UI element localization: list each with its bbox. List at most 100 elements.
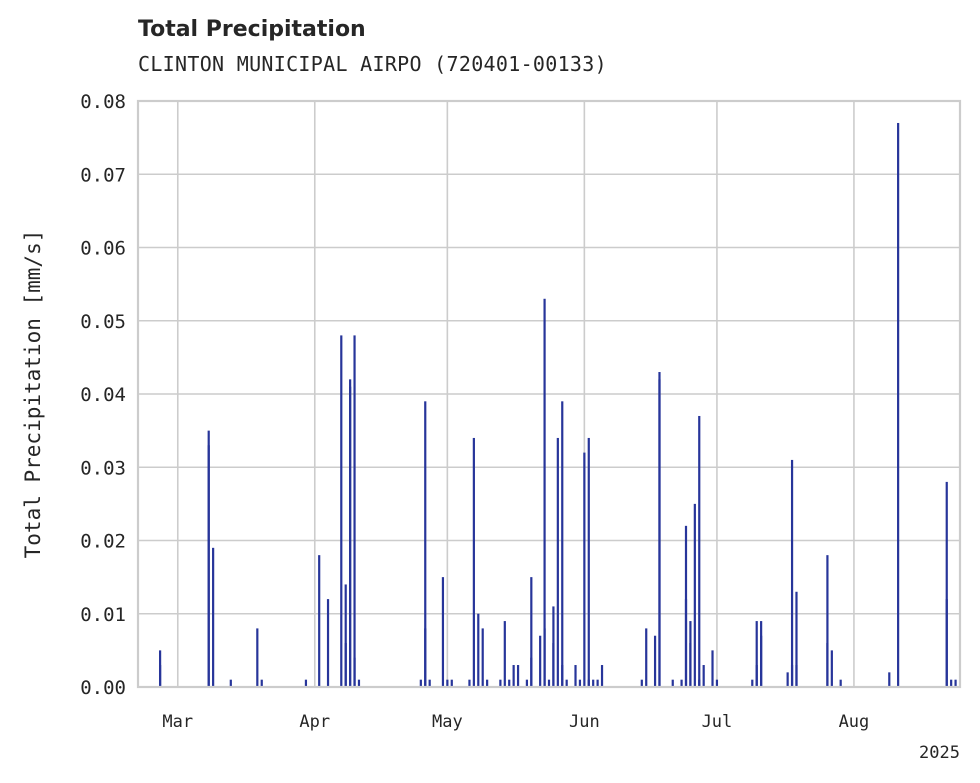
precip-bar [450, 679, 453, 687]
precip-bar [508, 679, 511, 687]
precip-bar [260, 679, 263, 687]
y-tick-label: 0.04 [80, 384, 126, 406]
precip-bar [525, 679, 529, 687]
precip-bar [419, 679, 422, 687]
y-tick-label: 0.07 [80, 164, 126, 186]
precip-bar [512, 665, 515, 687]
precip-bar [640, 679, 643, 687]
precip-bar [357, 679, 361, 687]
precip-bar [645, 628, 648, 687]
precip-bar [318, 555, 321, 687]
x-tick-label: Aug [839, 712, 870, 732]
precip-bar [477, 613, 480, 687]
precip-bar [702, 665, 705, 687]
y-tick-label: 0.05 [80, 311, 126, 333]
precip-bar [711, 650, 714, 687]
precip-bar [304, 679, 308, 687]
y-axis-ticks: 0.00 0.01 0.02 0.03 0.04 0.05 0.06 0.07 0.08 [80, 91, 126, 699]
precip-bar [353, 657, 356, 687]
precip-bar [795, 591, 798, 687]
precip-bar [472, 437, 475, 687]
precip-bar [684, 525, 688, 687]
chart-title: Total Precipitation [138, 17, 366, 42]
precip-bar [698, 415, 701, 687]
x-tick-label: Jul [702, 712, 733, 732]
precip-bar [587, 437, 590, 687]
precip-bar [503, 621, 506, 687]
y-tick-label: 0.02 [80, 531, 126, 553]
precip-bar [760, 635, 763, 687]
precip-bar [954, 679, 957, 687]
precip-bar [344, 584, 347, 687]
precip-bar [556, 437, 559, 687]
precip-bar [826, 643, 829, 687]
precip-bar [839, 679, 842, 687]
precip-bar [424, 628, 427, 687]
precip-bar [229, 679, 232, 687]
precip-bar [428, 679, 431, 687]
precip-bar [565, 679, 568, 687]
precip-bar [897, 122, 900, 688]
x-axis-ticks: Mar Apr May Jun Jul Aug [162, 712, 869, 732]
precip-bar [751, 679, 754, 687]
precip-bar [583, 452, 586, 687]
precip-bar [680, 679, 683, 687]
y-tick-label: 0.01 [80, 604, 126, 626]
y-tick-label: 0.03 [80, 457, 126, 479]
precip-bar [658, 372, 661, 687]
precip-bar [539, 635, 542, 687]
precip-bar [888, 672, 891, 687]
precip-bar [256, 628, 259, 687]
precip-bar [530, 577, 533, 687]
precip-bar [790, 665, 794, 687]
precip-bar [561, 401, 564, 687]
precipitation-bars [158, 122, 957, 688]
precip-bar [578, 679, 582, 687]
precip-bar [596, 679, 599, 687]
precip-bar [600, 665, 604, 687]
precip-bar [543, 298, 546, 687]
precip-bar [671, 679, 674, 687]
x-tick-label: Apr [299, 712, 330, 732]
precip-bar [349, 379, 352, 687]
y-axis-label: Total Precipitation [mm/s] [21, 230, 45, 559]
precip-bar [486, 679, 489, 687]
precip-bar [826, 555, 829, 687]
precip-bar [592, 679, 595, 687]
precip-bar [499, 679, 502, 687]
precip-bar [790, 459, 794, 687]
year-label: 2025 [919, 743, 960, 763]
precip-bar [353, 335, 356, 687]
precip-bar [552, 606, 555, 687]
precip-bar [344, 643, 347, 687]
precip-bar [945, 481, 948, 687]
y-tick-label: 0.00 [80, 677, 126, 699]
precip-bar [468, 679, 471, 687]
precip-bar [715, 679, 719, 687]
precip-bar [212, 547, 215, 687]
x-tick-label: May [432, 712, 463, 732]
precip-bar [326, 599, 330, 687]
y-tick-label: 0.08 [80, 91, 126, 113]
precip-bar [340, 335, 343, 687]
precip-bar [516, 665, 520, 687]
precip-bar [693, 503, 696, 687]
precip-bar [530, 657, 533, 687]
precip-bar [481, 628, 484, 687]
grid-lines [138, 100, 960, 688]
precip-bar [653, 635, 657, 687]
chart-subtitle: CLINTON MUNICIPAL AIRPO (720401-00133) [138, 52, 607, 76]
precip-bar [786, 672, 789, 687]
precip-bar [441, 577, 445, 687]
precip-bar [950, 679, 953, 687]
precip-bar [424, 401, 427, 687]
plot-frame [136, 99, 962, 689]
precip-bar [830, 650, 833, 687]
precip-bar [547, 679, 551, 687]
precip-bar [574, 665, 577, 687]
precip-bar [207, 445, 210, 687]
y-tick-label: 0.06 [80, 238, 126, 260]
precip-bar [689, 643, 692, 687]
precip-bar [755, 621, 758, 687]
